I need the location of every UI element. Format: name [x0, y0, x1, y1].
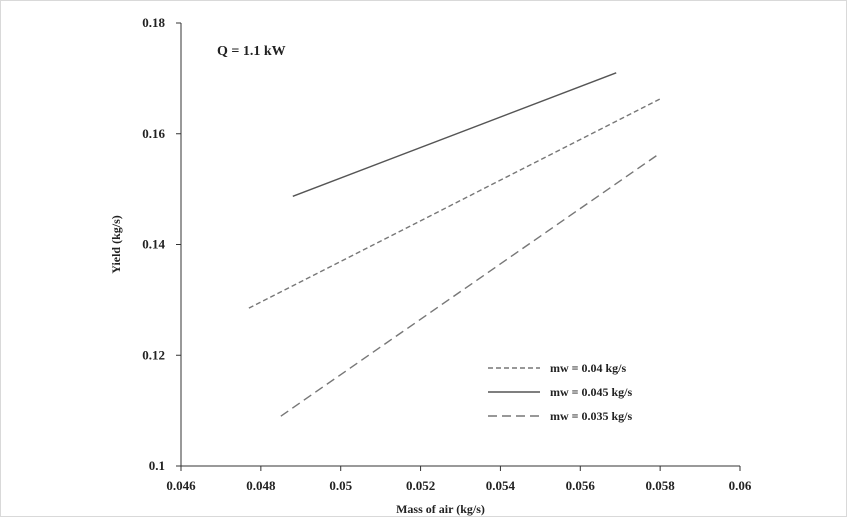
- series-line: [280, 152, 661, 417]
- chart-annotation: Q = 1.1 kW: [217, 44, 286, 59]
- y-tick-label: 0.16: [142, 126, 165, 141]
- x-axis-label: Mass of air (kg/s): [396, 502, 485, 516]
- y-tick-label: 0.12: [142, 347, 165, 362]
- x-tick-label: 0.058: [646, 478, 676, 493]
- x-tick-label: 0.06: [729, 478, 752, 493]
- y-tick-label: 0.14: [142, 237, 165, 252]
- legend-label: mw = 0.04 kg/s: [550, 361, 627, 375]
- y-tick-label: 0.1: [149, 458, 165, 473]
- y-axis-label: Yield (kg/s): [109, 215, 123, 274]
- x-tick-label: 0.052: [406, 478, 435, 493]
- legend-label: mw = 0.035 kg/s: [550, 409, 633, 423]
- x-tick-label: 0.046: [166, 478, 196, 493]
- y-tick-label: 0.18: [142, 15, 165, 30]
- legend: mw = 0.04 kg/s mw = 0.045 kg/s mw = 0.035 …: [488, 361, 633, 423]
- x-tick-label: 0.056: [566, 478, 596, 493]
- x-tick-label: 0.05: [329, 478, 352, 493]
- x-tick-label: 0.054: [486, 478, 516, 493]
- series-line: [248, 98, 661, 309]
- y-axis: 0.1 0.12 0.14 0.16 0.18: [142, 15, 182, 473]
- series-line: [292, 72, 617, 197]
- series-lines: [248, 72, 661, 417]
- x-tick-label: 0.048: [246, 478, 276, 493]
- x-axis: 0.046 0.048 0.05 0.052 0.054 0.056 0.058 0.06: [166, 465, 752, 493]
- legend-label: mw = 0.045 kg/s: [550, 385, 633, 399]
